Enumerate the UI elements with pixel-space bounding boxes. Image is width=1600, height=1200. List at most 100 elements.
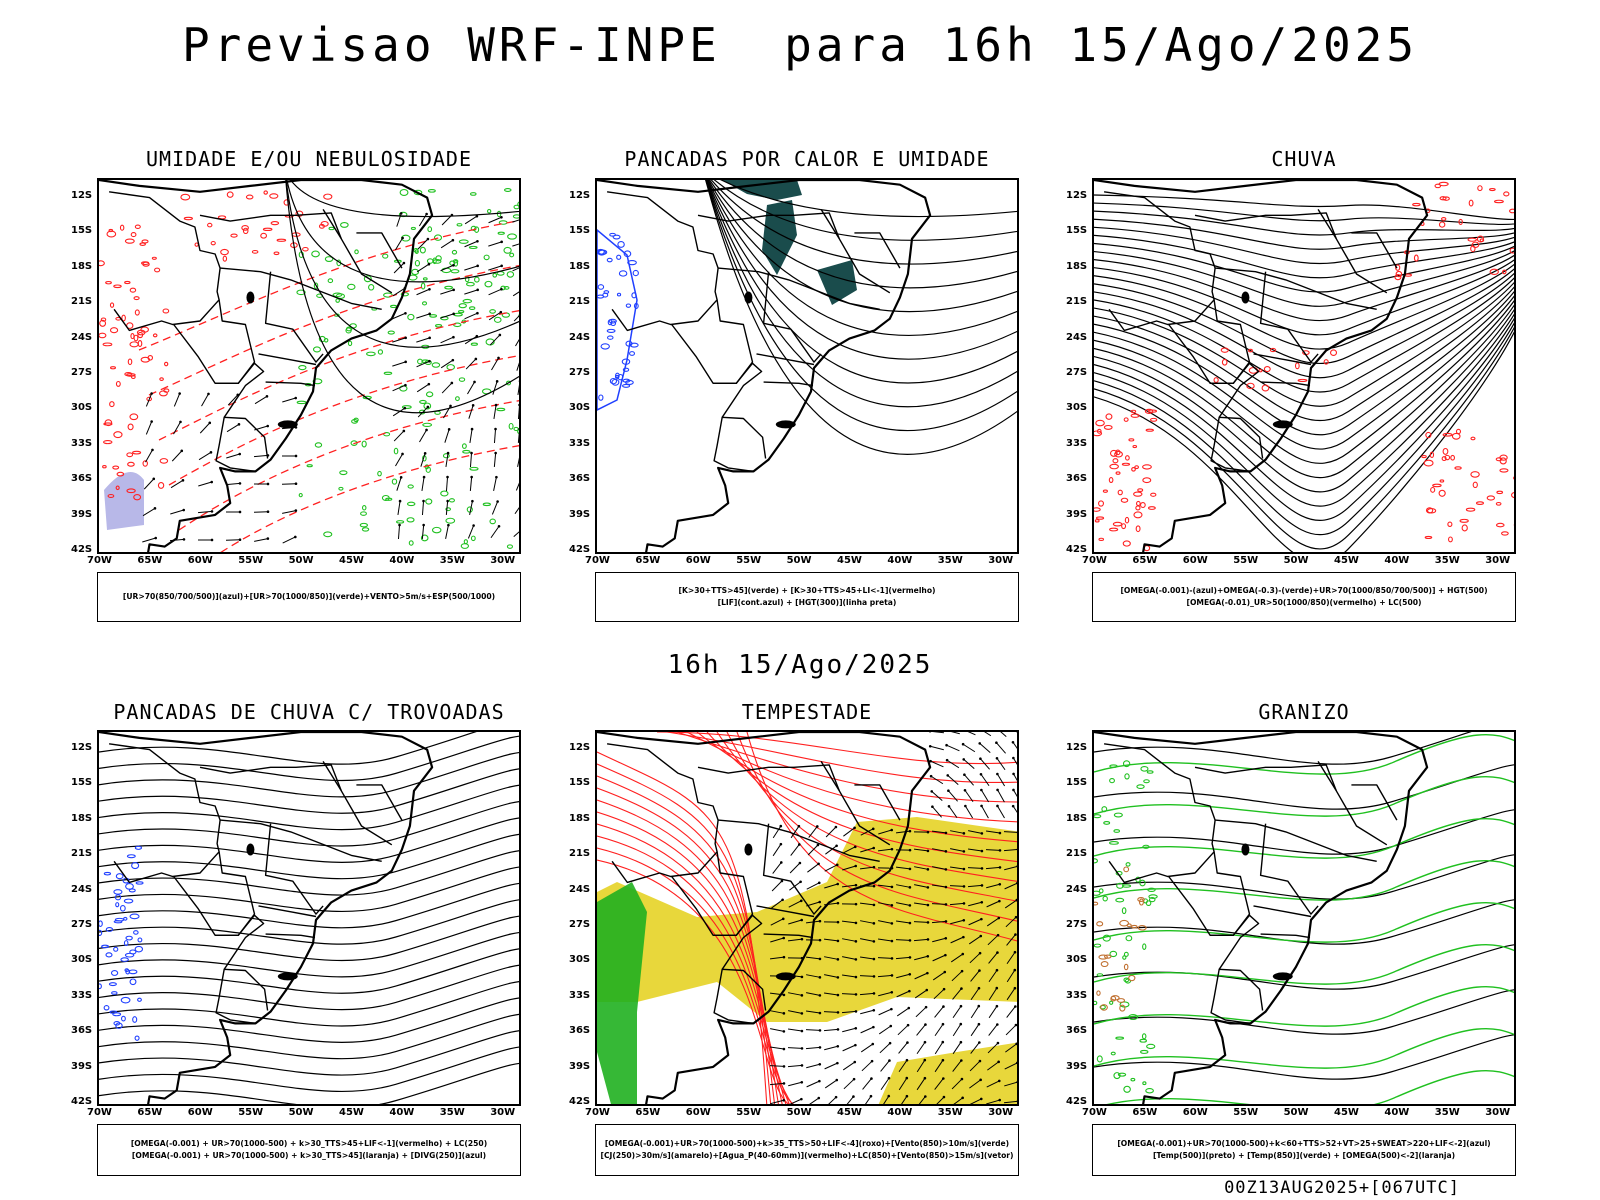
map-canvas xyxy=(1094,180,1514,552)
field-blob xyxy=(113,284,122,289)
panel-title: TEMPESTADE xyxy=(741,700,873,724)
field-blob xyxy=(1135,525,1141,533)
field-blob xyxy=(1423,459,1434,467)
wind-vector xyxy=(969,1098,982,1104)
latitude-label: 42S xyxy=(569,544,591,555)
field-blob xyxy=(1145,1088,1154,1094)
temp-850-contour xyxy=(1094,1027,1514,1069)
field-blob xyxy=(616,292,622,297)
field-blob xyxy=(1137,488,1144,492)
wind-vector-head xyxy=(473,380,476,384)
field-blob xyxy=(159,377,164,382)
wind-vector-head xyxy=(817,862,820,866)
wind-vector xyxy=(806,1010,820,1014)
wind-vector-head xyxy=(943,970,947,974)
wind-vector xyxy=(860,920,874,924)
map-border xyxy=(1215,267,1377,310)
wind-vector xyxy=(997,805,1005,819)
wind-vector-head xyxy=(779,824,783,828)
map-border xyxy=(763,933,814,939)
field-blob xyxy=(131,862,140,870)
wind-vector xyxy=(824,1062,838,1070)
map-border xyxy=(322,761,342,792)
field-blob xyxy=(1493,199,1504,204)
wind-vector xyxy=(142,537,156,543)
wind-vector xyxy=(225,539,241,541)
field-blob xyxy=(1103,821,1111,825)
wind-vector-head xyxy=(963,773,966,777)
wind-vector xyxy=(842,865,856,871)
wind-vector xyxy=(824,992,838,996)
field-blob xyxy=(1128,438,1135,442)
field-blob xyxy=(425,498,433,505)
wind-vector xyxy=(465,358,477,370)
wind-vector-head xyxy=(238,510,242,514)
wind-vector-head xyxy=(476,288,479,292)
wind-vector xyxy=(879,1042,891,1054)
wind-vector xyxy=(913,921,929,923)
wind-vector-head xyxy=(854,1026,858,1030)
latitude-label: 27S xyxy=(71,919,93,930)
wind-vector xyxy=(914,972,928,980)
wind-vector-head xyxy=(836,882,840,886)
field-blob xyxy=(1148,506,1156,510)
field-blob xyxy=(425,391,434,398)
map-border xyxy=(1253,353,1312,366)
field-blob xyxy=(108,982,117,987)
field-blob xyxy=(427,226,433,233)
field-blob xyxy=(314,442,323,448)
wind-vector xyxy=(469,501,473,515)
wind-vector-head xyxy=(476,311,479,315)
field-blob xyxy=(1451,432,1461,440)
field-blob xyxy=(115,902,120,908)
field-blob xyxy=(1132,444,1138,449)
wind-vector xyxy=(880,1077,890,1091)
wind-vector-head xyxy=(836,1028,840,1031)
wind-vector-head xyxy=(401,452,404,456)
wind-vector-head xyxy=(890,957,894,960)
field-blob xyxy=(406,517,415,523)
field-blob xyxy=(1150,492,1157,497)
map-border xyxy=(820,761,840,792)
wind-vector-head xyxy=(946,774,950,777)
wind-vector xyxy=(970,970,980,982)
contour-line xyxy=(1094,854,1514,900)
wind-vector xyxy=(170,479,184,489)
wind-vector xyxy=(225,482,241,486)
wind-vector xyxy=(199,422,211,434)
wind-vector xyxy=(392,287,406,297)
wind-vector xyxy=(897,1024,909,1036)
field-blob xyxy=(1134,465,1140,470)
wind-vector xyxy=(970,1042,980,1054)
longitude-label: 30W xyxy=(988,555,1014,566)
wind-vector xyxy=(996,742,1006,754)
wind-vector-head xyxy=(800,1097,803,1101)
wind-vector xyxy=(841,1010,857,1014)
wind-vector-head xyxy=(980,804,983,808)
wind-vector-head xyxy=(782,1047,786,1051)
wind-vector-head xyxy=(980,884,984,887)
wind-vector-head xyxy=(964,804,967,808)
wind-vector xyxy=(915,1006,927,1018)
field-blob xyxy=(462,449,471,454)
field-blob xyxy=(381,494,390,501)
field-blob xyxy=(1113,829,1121,833)
contour-line xyxy=(709,180,1017,289)
wind-vector xyxy=(948,805,958,819)
wind-vector xyxy=(842,846,856,854)
wind-vector-head xyxy=(499,310,503,314)
field-blob xyxy=(112,465,120,470)
wind-vector xyxy=(842,956,856,960)
field-blob xyxy=(245,194,254,200)
longitude-label: 65W xyxy=(1132,555,1158,566)
wind-vector-head xyxy=(836,976,840,979)
field-blob xyxy=(1113,1072,1121,1080)
wind-vector-head xyxy=(1013,986,1017,990)
wind-vector xyxy=(842,1061,856,1071)
wind-vector xyxy=(492,381,498,395)
wind-vector-head xyxy=(1016,865,1017,868)
field-blob xyxy=(1447,521,1453,528)
wind-vector xyxy=(806,882,820,890)
field-blob xyxy=(1099,1004,1106,1010)
longitude-label: 55W xyxy=(1233,1107,1259,1118)
